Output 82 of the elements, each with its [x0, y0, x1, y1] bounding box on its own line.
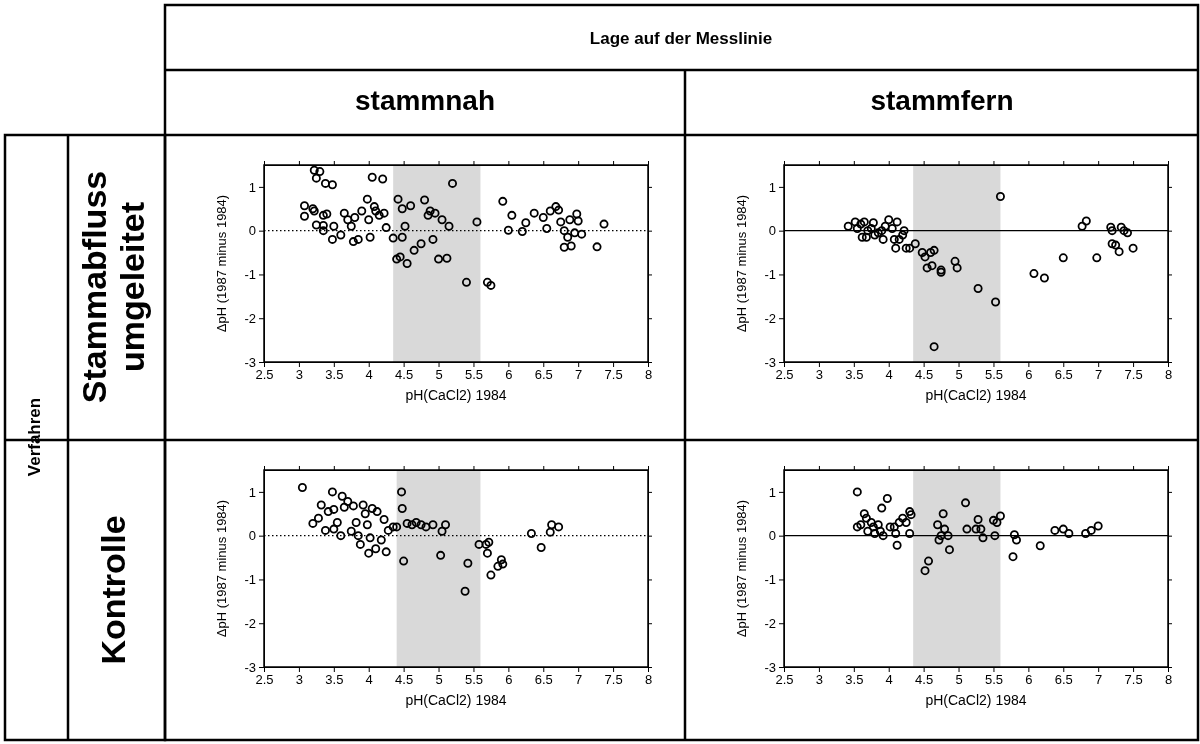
x-tick-label: 8: [1164, 367, 1173, 383]
x-tick-label: 6: [505, 367, 513, 383]
x-tick-label: 7.5: [1124, 367, 1143, 383]
x-tick-label: 4.5: [395, 672, 414, 688]
x-axis-title: pH(CaCl2) 1984: [925, 387, 1027, 403]
x-tick-label: 4: [885, 367, 893, 383]
text: stammfern: [870, 85, 1014, 117]
y-tick-label: -1: [764, 572, 776, 588]
x-tick-label: 8: [644, 672, 653, 688]
x-tick-label: 5.5: [984, 367, 1003, 383]
x-tick-label: 4: [365, 367, 373, 383]
x-tick-label: 8: [1164, 672, 1173, 688]
x-axis-title: pH(CaCl2) 1984: [405, 387, 507, 403]
y-tick-label: -1: [244, 267, 256, 283]
x-tick-label: 4: [365, 672, 373, 688]
x-tick-label: 5: [435, 367, 443, 383]
x-tick-label: 5.5: [464, 672, 483, 688]
x-tick-label: 4.5: [915, 367, 934, 383]
y-tick-label: -2: [764, 615, 776, 631]
x-tick-label: 7.5: [604, 367, 623, 383]
y-tick-label: -3: [244, 354, 256, 370]
x-tick-label: 4: [885, 672, 893, 688]
x-tick-label: 5.5: [464, 367, 483, 383]
y-tick-label: -2: [244, 615, 256, 631]
y-tick-label: 1: [248, 484, 256, 500]
x-tick-label: 3: [295, 672, 304, 688]
x-tick-label: 5: [955, 672, 963, 688]
x-tick-label: 5: [435, 672, 443, 688]
y-tick-label: 0: [768, 528, 776, 544]
y-tick-label: 0: [768, 223, 776, 239]
x-tick-label: 6.5: [534, 367, 553, 383]
x-tick-label: 6.5: [1054, 367, 1073, 383]
x-tick-label: 2.5: [255, 367, 274, 383]
y-tick-label: -1: [244, 572, 256, 588]
text: Kontrolle: [93, 515, 132, 665]
y-tick-label: -3: [244, 659, 256, 675]
x-tick-label: 7: [575, 367, 583, 383]
y-tick-label: 1: [248, 179, 256, 195]
y-tick-label: 1: [768, 179, 776, 195]
x-tick-label: 7.5: [1124, 672, 1143, 688]
y-tick-label: -2: [764, 310, 776, 326]
y-tick-label: -1: [764, 267, 776, 283]
y-axis-title: ΔpH (1987 minus 1984): [734, 194, 749, 333]
x-tick-label: 6.5: [1054, 672, 1073, 688]
x-tick-label: 3.5: [845, 367, 864, 383]
x-tick-label: 4.5: [915, 672, 934, 688]
x-tick-label: 2.5: [775, 672, 794, 688]
text: Verfahren: [25, 397, 45, 477]
x-tick-label: 8: [644, 367, 653, 383]
x-tick-label: 7.5: [604, 672, 623, 688]
x-tick-label: 5.5: [984, 672, 1003, 688]
x-tick-label: 5: [955, 367, 963, 383]
x-axis-title: pH(CaCl2) 1984: [405, 692, 507, 708]
x-tick-label: 3: [295, 367, 304, 383]
text: Stammabfluss umgeleitet: [75, 170, 151, 404]
x-tick-label: 7: [1095, 672, 1103, 688]
x-axis-title: pH(CaCl2) 1984: [925, 692, 1027, 708]
x-tick-label: 7: [1095, 367, 1103, 383]
x-tick-label: 3: [815, 367, 824, 383]
text: Lage auf der Messlinie: [589, 29, 773, 48]
x-tick-label: 2.5: [775, 367, 794, 383]
x-tick-label: 6: [505, 672, 513, 688]
x-tick-label: 3: [815, 672, 824, 688]
y-tick-label: 0: [248, 223, 256, 239]
x-tick-label: 6: [1025, 672, 1033, 688]
y-tick-label: -3: [764, 659, 776, 675]
x-tick-label: 7: [575, 672, 583, 688]
text: stammnah: [354, 85, 496, 117]
y-tick-label: -2: [244, 310, 256, 326]
x-tick-label: 3.5: [845, 672, 864, 688]
x-tick-label: 6.5: [534, 672, 553, 688]
x-tick-label: 3.5: [325, 672, 344, 688]
x-tick-label: 2.5: [255, 672, 274, 688]
y-axis-title: ΔpH (1987 minus 1984): [214, 499, 229, 638]
y-tick-label: 0: [248, 528, 256, 544]
x-tick-label: 4.5: [395, 367, 414, 383]
x-tick-label: 6: [1025, 367, 1033, 383]
y-tick-label: -3: [764, 354, 776, 370]
y-tick-label: 1: [768, 484, 776, 500]
y-axis-title: ΔpH (1987 minus 1984): [214, 194, 229, 333]
y-axis-title: ΔpH (1987 minus 1984): [734, 499, 749, 638]
x-tick-label: 3.5: [325, 367, 344, 383]
